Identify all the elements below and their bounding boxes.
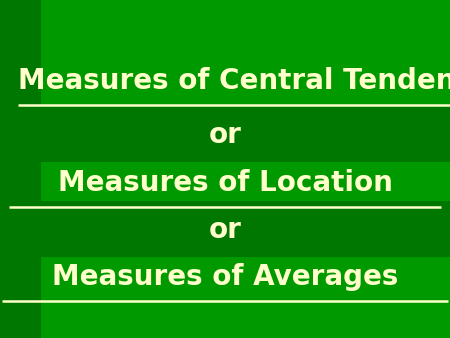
Text: Measures of Location: Measures of Location [58, 169, 392, 196]
FancyBboxPatch shape [40, 106, 450, 162]
Text: or: or [208, 216, 242, 244]
Text: or: or [208, 121, 242, 149]
Text: Measures of Central Tendency: Measures of Central Tendency [18, 67, 450, 95]
FancyBboxPatch shape [0, 0, 40, 338]
Text: Measures of Averages: Measures of Averages [52, 263, 398, 291]
FancyBboxPatch shape [40, 201, 450, 257]
